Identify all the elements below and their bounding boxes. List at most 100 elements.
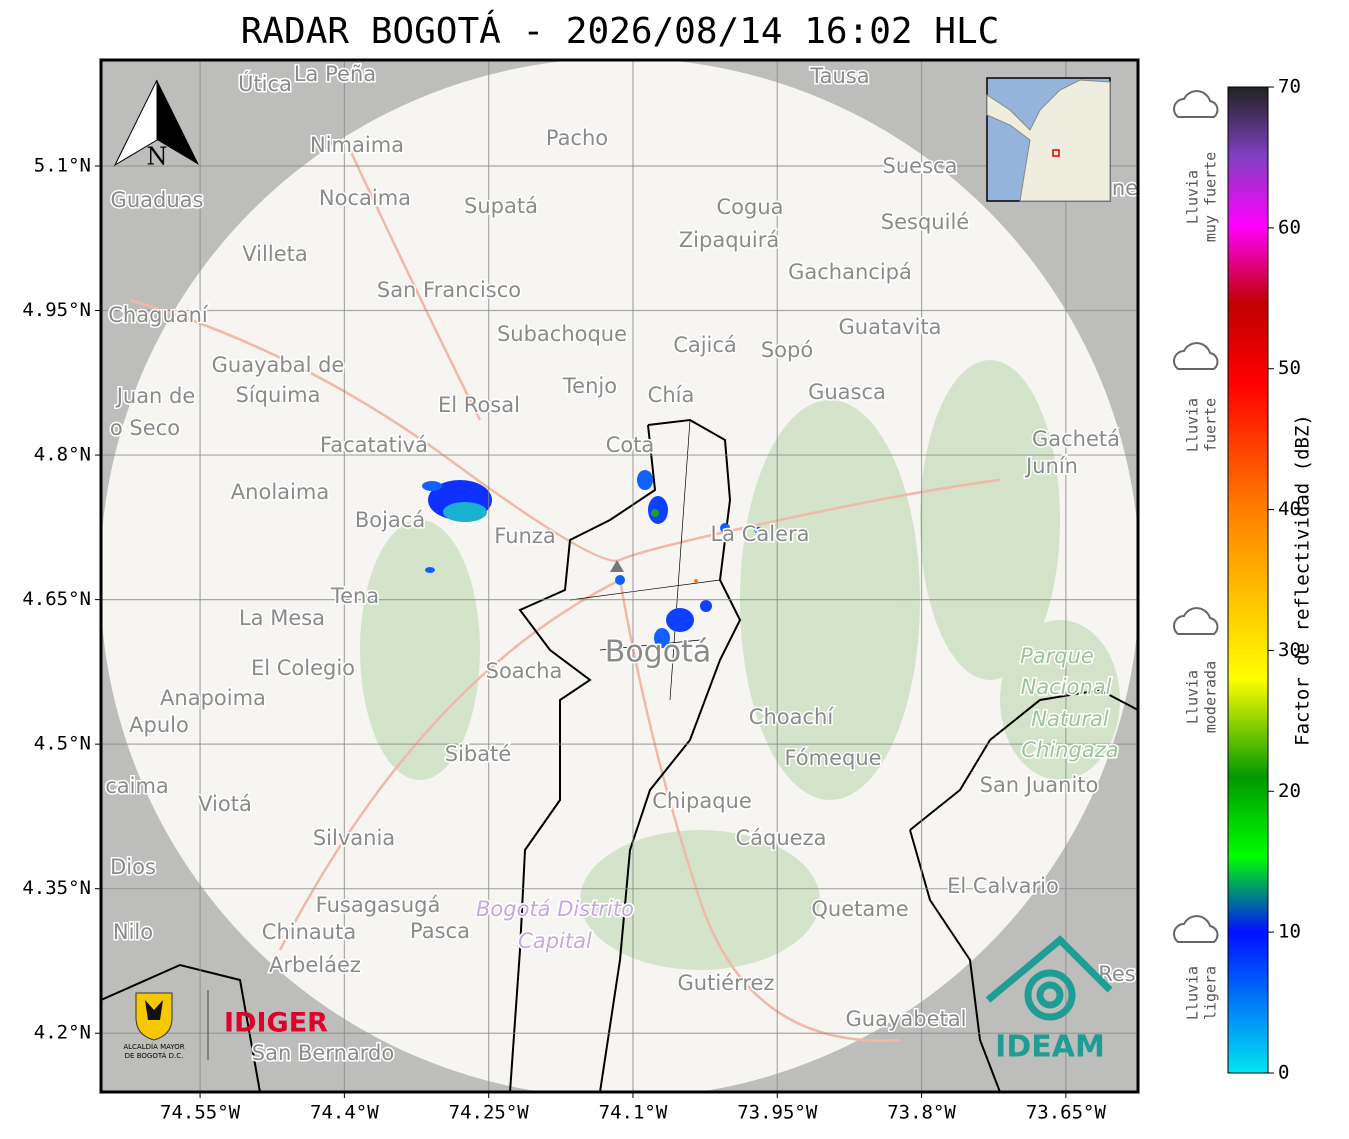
place-label: Cota — [606, 433, 655, 457]
place-label: Síquima — [236, 383, 321, 407]
axes: 74.55°W 74.4°W 74.25°W 74.1°W 73.95°W 73.8°W 7… — [22, 154, 1106, 1123]
logo-ideam — [985, 935, 1113, 1021]
alcaldia-text: ALCALDÍA MAYOR — [123, 1042, 184, 1051]
place-label: o Seco — [110, 416, 180, 440]
place-label: Chía — [648, 383, 695, 407]
place-label: El Calvario — [947, 874, 1059, 898]
colorbar — [1227, 86, 1269, 1074]
place-label: Guayabetal — [846, 1007, 967, 1031]
place-label: La Mesa — [239, 606, 325, 630]
rain-level-label: moderada — [1202, 661, 1220, 733]
place-label: Silvania — [313, 826, 395, 850]
place-label: caima — [105, 774, 169, 798]
place-label: Dios — [110, 855, 156, 879]
place-label: Gachetá — [1032, 427, 1120, 451]
rain-level-label: fuerte — [1202, 398, 1220, 452]
x-tick-label: 73.95°W — [737, 1102, 818, 1124]
place-label: Supatá — [464, 194, 538, 218]
colorbar-tick-label: 20 — [1278, 780, 1301, 802]
x-tick-label: 73.8°W — [887, 1102, 956, 1124]
place-label: Guaduas — [111, 188, 204, 212]
y-tick-label: 4.95°N — [22, 299, 91, 321]
colorbar-tick-label: 0 — [1278, 1062, 1289, 1084]
place-label: Chaguaní — [108, 303, 209, 327]
place-label: Facatativá — [320, 433, 428, 457]
place-label: Junín — [1024, 454, 1078, 478]
rain-level-label: muy fuerte — [1202, 152, 1220, 242]
place-label: Guatavita — [839, 315, 942, 339]
place-label: La Peña — [294, 62, 376, 86]
place-label: Gutiérrez — [678, 971, 775, 995]
place-label: Bogotá — [605, 635, 711, 670]
place-label: Cajicá — [673, 333, 737, 357]
logo-alcaldia — [135, 990, 209, 1060]
colorbar-tick-label: 40 — [1278, 498, 1301, 520]
place-label: Tausa — [809, 64, 869, 88]
rain-level-label: ligera — [1202, 966, 1220, 1020]
rain-icon — [1173, 915, 1219, 943]
places: Útica La Peña Tausa Pacho Nimaima Guaduas Noca… — [104, 61, 1138, 1067]
place-label: Nimaima — [310, 133, 404, 157]
rain-level-label: Lluvia — [1184, 966, 1202, 1020]
place-label: Nocaima — [319, 186, 411, 210]
place-label: Choachí — [749, 705, 835, 729]
place-label: Cáqueza — [736, 826, 827, 850]
colorbar-tick-label: 10 — [1278, 921, 1301, 943]
park-label: Nacional — [1021, 675, 1112, 699]
colorbar-tick-label: 70 — [1278, 76, 1301, 98]
place-label: Tenjo — [562, 374, 617, 398]
place-label: Nilo — [113, 920, 153, 944]
colorbar-tick-label: 50 — [1278, 357, 1301, 379]
place-label: Fusagasugá — [316, 893, 441, 917]
place-label: El Rosal — [438, 393, 520, 417]
place-label: Villeta — [242, 242, 307, 266]
north-arrow: N — [113, 79, 199, 171]
x-tick-label: 74.1°W — [599, 1102, 668, 1124]
boundaries — [101, 418, 1138, 1092]
y-tick-label: 4.2°N — [34, 1022, 91, 1044]
place-label: Anolaima — [231, 480, 329, 504]
rain-level-label: Lluvia — [1184, 170, 1202, 224]
rain-level-label: Lluvia — [1184, 670, 1202, 724]
title: RADAR BOGOTÁ - 2026/08/14 16:02 HLC — [241, 10, 1000, 52]
y-tick-label: 4.8°N — [34, 444, 91, 466]
colorbar-tick-label: 60 — [1278, 216, 1301, 238]
map: Útica La Peña Tausa Pacho Nimaima Guaduas Noca… — [101, 60, 1138, 1092]
place-label: Guayabal de — [212, 353, 345, 377]
place-label: Fómeque — [784, 746, 881, 770]
park-label: Natural — [1031, 707, 1109, 731]
place-label: Suesca — [883, 154, 958, 178]
place-label: Apulo — [129, 713, 189, 737]
y-tick-label: 4.5°N — [34, 733, 91, 755]
x-tick-label: 74.25°W — [449, 1102, 530, 1124]
radar-site — [610, 560, 624, 572]
place-label: San Francisco — [377, 278, 521, 302]
colorbar-tick-label: 30 — [1278, 639, 1301, 661]
y-tick-label: 4.65°N — [22, 588, 91, 610]
rain-icon — [1173, 90, 1219, 118]
grid — [101, 60, 1138, 1092]
place-label: Juan de — [115, 384, 196, 408]
rain-icon — [1173, 342, 1219, 370]
place-label: Sibaté — [445, 742, 512, 766]
place-label: Útica — [238, 71, 292, 96]
y-tick-label: 5.1°N — [34, 154, 91, 176]
place-label: Cogua — [716, 195, 783, 219]
radar-echoes — [422, 470, 762, 648]
y-tick-label: 4.35°N — [22, 877, 91, 899]
place-label: Funza — [494, 524, 555, 548]
roads — [129, 149, 1001, 1042]
place-label: Soacha — [486, 659, 563, 683]
ideam-logo: IDEAM — [995, 1030, 1105, 1065]
place-label: La Calera — [710, 522, 809, 546]
place-label: Viotá — [198, 792, 252, 816]
inset-map — [986, 77, 1111, 202]
place-label: Zipaquirá — [679, 228, 779, 252]
place-label: Tena — [330, 584, 379, 608]
place-label: El Colegio — [251, 656, 355, 680]
place-label: Anapoima — [160, 686, 266, 710]
colorbar-ticks: 0 10 20 30 40 50 60 70 — [1268, 76, 1301, 1084]
x-tick-label: 73.65°W — [1026, 1102, 1107, 1124]
